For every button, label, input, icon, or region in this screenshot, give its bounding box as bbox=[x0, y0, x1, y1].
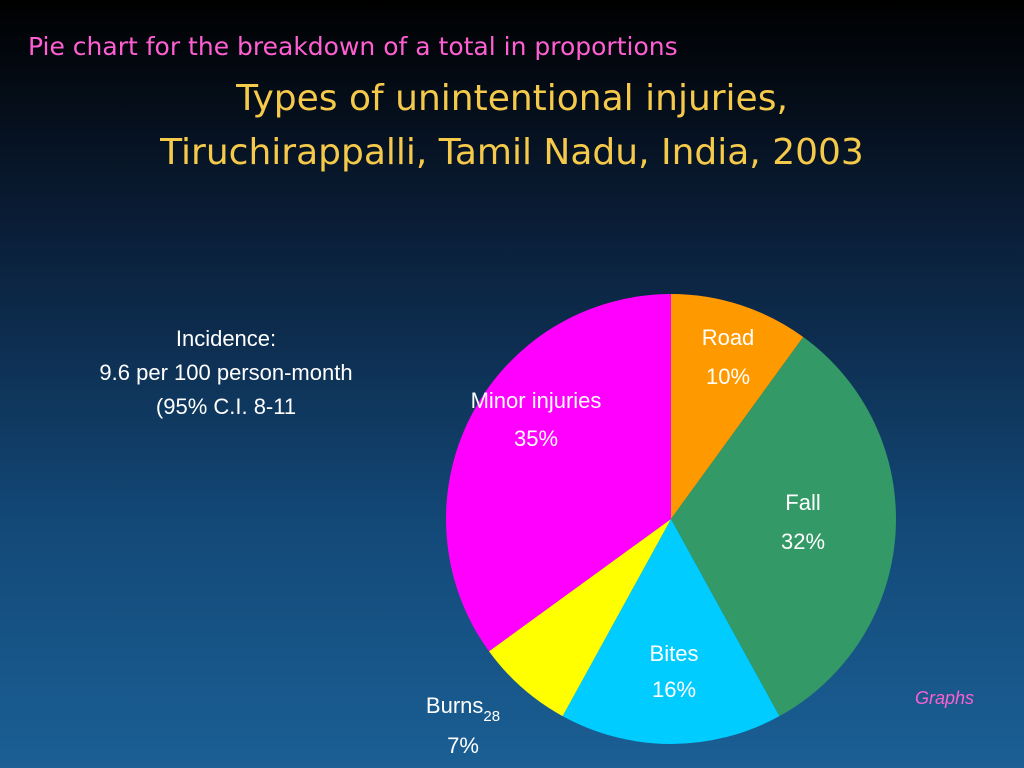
incidence-ci: (95% C.I. 8-11 bbox=[155, 394, 297, 419]
incidence-label: Incidence: bbox=[175, 326, 277, 351]
slide-subtitle: Pie chart for the breakdown of a total i… bbox=[28, 32, 678, 61]
footer-label: Graphs bbox=[914, 688, 974, 708]
slice-value-fall: 32% bbox=[781, 529, 825, 554]
slide-title-line-1: Types of unintentional injuries, bbox=[236, 78, 788, 119]
pie-slice-burns bbox=[488, 519, 671, 717]
slice-value-burns: 7% bbox=[447, 733, 479, 758]
slice-label-burns: Burns28 bbox=[426, 693, 500, 725]
incidence-rate: 9.6 per 100 person-month bbox=[99, 360, 353, 385]
pie-slice-bites bbox=[562, 519, 780, 745]
slice-value-bites: 16% bbox=[652, 677, 696, 702]
slice-label-minor-injuries: Minor injuries bbox=[471, 388, 602, 413]
slice-label-fall: Fall bbox=[785, 490, 820, 515]
slide-title-line-2: Tiruchirappalli, Tamil Nadu, India, 2003 bbox=[160, 132, 864, 173]
slice-value-minor-injuries: 35% bbox=[514, 426, 558, 451]
slide-number: 28 bbox=[483, 708, 500, 725]
pie-slice-road bbox=[671, 294, 804, 519]
pie-slice-fall bbox=[671, 336, 897, 717]
slice-value-road: 10% bbox=[706, 364, 750, 389]
pie-slice-minor-injuries bbox=[446, 294, 671, 652]
slice-label-bites: Bites bbox=[650, 641, 699, 666]
slice-label-road: Road bbox=[702, 325, 755, 350]
